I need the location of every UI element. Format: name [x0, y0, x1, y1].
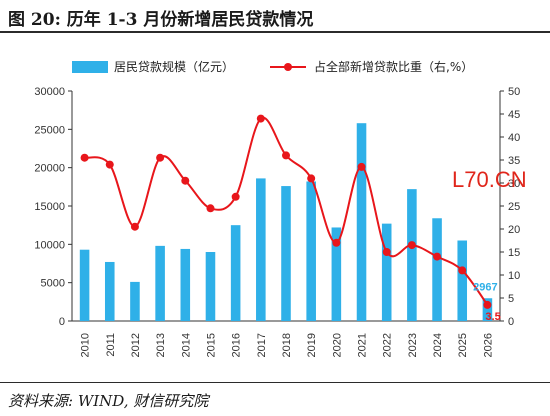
legend-bar-swatch [72, 61, 108, 73]
x-tick-label: 2014 [180, 333, 192, 357]
right-tick-label: 10 [508, 270, 520, 282]
x-tick-label: 2012 [130, 333, 142, 357]
right-tick-label: 50 [508, 86, 520, 98]
x-tick-label: 2016 [231, 333, 243, 357]
bar [432, 218, 442, 321]
x-tick-label: 2019 [306, 333, 318, 357]
bar [230, 225, 241, 321]
x-tick-label: 2015 [205, 333, 217, 357]
line-point [382, 248, 391, 256]
right-tick-label: 45 [508, 109, 520, 121]
line-data-label: 3.5 [485, 311, 500, 323]
legend-bar-label: 居民贷款规模（亿元） [114, 59, 234, 74]
right-tick-label: 0 [508, 316, 514, 328]
legend-line-marker [284, 63, 292, 71]
right-tick-label: 35 [508, 155, 520, 167]
bar [482, 298, 493, 321]
bar [155, 245, 165, 321]
left-tick-label: 10000 [34, 239, 65, 251]
bar [130, 281, 140, 321]
line-point [256, 114, 265, 123]
watermark: L70.CN [452, 167, 527, 192]
bar [205, 252, 216, 321]
line-point [206, 204, 215, 213]
bar [306, 181, 316, 321]
legend-line-label: 占全部新增贷款比重（右,%） [314, 59, 473, 74]
line-point [80, 153, 89, 162]
bar [180, 248, 191, 321]
left-tick-label: 0 [59, 316, 65, 328]
line-point [357, 162, 366, 171]
x-tick-label: 2013 [155, 333, 167, 357]
line-point [458, 266, 467, 275]
x-tick-label: 2017 [256, 333, 268, 357]
bar [104, 261, 115, 321]
line-point [407, 241, 416, 250]
line-point [307, 174, 316, 183]
x-tick-label: 2026 [482, 333, 494, 357]
x-tick-label: 2024 [432, 333, 444, 357]
figure-title: 图 20: 历年 1-3 月份新增居民贷款情况 [8, 10, 314, 30]
bar [381, 223, 392, 321]
bar [457, 240, 468, 321]
line-point [156, 153, 165, 162]
x-tick-label: 2025 [457, 333, 469, 357]
line-point [181, 176, 190, 185]
source-note: 资料来源: WIND, 财信研究院 [8, 392, 209, 410]
right-tick-label: 30 [508, 178, 520, 190]
title-rule [0, 31, 550, 33]
right-tick-label: 20 [508, 224, 520, 236]
x-tick-label: 2021 [357, 333, 369, 357]
x-tick-label: 2020 [331, 333, 343, 357]
right-tick-label: 40 [508, 132, 520, 144]
left-tick-label: 30000 [34, 86, 65, 98]
title-bar: 图 20: 历年 1-3 月份新增居民贷款情况 [0, 0, 550, 34]
right-tick-label: 25 [508, 201, 520, 213]
bar [356, 123, 367, 321]
line-point [130, 222, 139, 231]
right-tick-label: 5 [508, 293, 514, 305]
line-point [105, 160, 114, 169]
line-point [282, 151, 290, 160]
left-tick-label: 5000 [41, 278, 65, 290]
left-tick-label: 25000 [34, 124, 65, 136]
right-tick-label: 15 [508, 247, 520, 259]
bar-data-label: 2967 [473, 281, 497, 293]
left-tick-label: 20000 [34, 163, 65, 175]
x-tick-label: 2022 [382, 333, 394, 357]
line-point [332, 238, 341, 247]
bar [79, 249, 90, 321]
x-tick-label: 2023 [407, 333, 419, 357]
bottom-rule [0, 382, 550, 383]
bar [331, 227, 342, 321]
line-point [231, 192, 240, 201]
x-tick-label: 2010 [80, 333, 92, 357]
line-point [433, 252, 442, 261]
x-tick-label: 2018 [281, 333, 293, 357]
bar [256, 178, 266, 321]
left-tick-label: 15000 [34, 201, 65, 213]
line-point [483, 300, 492, 309]
bar [407, 189, 417, 321]
bar [281, 186, 291, 321]
x-tick-label: 2011 [105, 333, 117, 357]
